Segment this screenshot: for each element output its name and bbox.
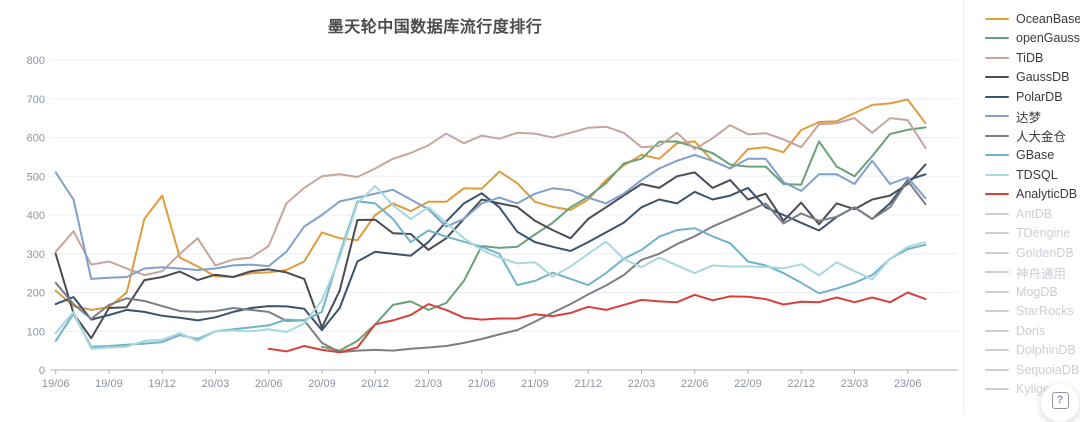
legend-swatch (985, 368, 1009, 371)
legend-label: GoldenDB (1016, 245, 1074, 260)
svg-text:500: 500 (27, 171, 45, 183)
legend-item-人大金仓[interactable]: 人大金仓 (964, 126, 1080, 146)
legend-swatch (985, 388, 1009, 391)
svg-text:200: 200 (27, 288, 45, 300)
legend-item-MogDB[interactable]: MogDB (964, 282, 1080, 302)
legend-swatch (985, 212, 1009, 215)
chart-container: 0 100 200 300 400 500 600 700 800 19/06 19/09 19/12… (27, 19, 958, 390)
svg-text:800: 800 (27, 55, 45, 67)
legend-swatch (985, 349, 1009, 352)
svg-text:20/09: 20/09 (308, 378, 336, 390)
legend-swatch (985, 251, 1009, 254)
legend-item-TDengine[interactable]: TDengine (964, 224, 1080, 244)
legend-swatch (985, 95, 1009, 98)
legend-label: MogDB (1016, 284, 1058, 299)
series-line-GBase (54, 200, 927, 348)
legend-item-openGauss[interactable]: openGauss (964, 29, 1080, 49)
legend-swatch (985, 173, 1009, 176)
legend-label: 人大金仓 (1016, 130, 1067, 145)
svg-text:19/12: 19/12 (148, 378, 176, 390)
legend-item-StarRocks[interactable]: StarRocks (964, 302, 1080, 322)
svg-text:100: 100 (27, 326, 45, 338)
legend-swatch (985, 37, 1009, 40)
legend-item-GaussDB[interactable]: GaussDB (964, 68, 1080, 88)
legend-label: AnalyticDB (1016, 187, 1078, 202)
legend-label: GaussDB (1016, 70, 1070, 85)
svg-text:20/06: 20/06 (255, 378, 283, 390)
legend-swatch (985, 115, 1009, 118)
svg-text:22/06: 22/06 (681, 378, 709, 390)
svg-text:19/06: 19/06 (42, 378, 70, 390)
legend-label: OceanBase (1016, 11, 1080, 26)
legend-swatch (985, 310, 1009, 313)
svg-text:400: 400 (27, 210, 45, 222)
svg-text:300: 300 (27, 249, 45, 261)
svg-text:22/03: 22/03 (628, 378, 656, 390)
legend-label: TiDB (1016, 50, 1044, 65)
svg-text:600: 600 (27, 133, 45, 145)
legend-swatch (985, 134, 1009, 137)
svg-text:20/12: 20/12 (361, 378, 389, 390)
line-chart: 0 100 200 300 400 500 600 700 800 19/06 19/09 19/12… (27, 55, 958, 390)
legend-item-SequoiaDB[interactable]: SequoiaDB (964, 360, 1080, 380)
legend-label: GBase (1016, 148, 1055, 163)
legend-swatch (985, 76, 1009, 79)
legend-label: DolphinDB (1016, 343, 1076, 358)
series-line-TiDB (54, 117, 927, 277)
series-line-PolarDB (54, 173, 927, 332)
help-button[interactable]: ? (1041, 384, 1079, 422)
series-line-达梦 (54, 153, 927, 280)
series-line-OceanBase (54, 98, 927, 311)
legend-swatch (985, 154, 1009, 157)
legend-item-达梦[interactable]: 达梦 (964, 107, 1080, 127)
legend-label: 达梦 (1016, 110, 1042, 125)
legend-item-PolarDB[interactable]: PolarDB (964, 87, 1080, 107)
svg-text:21/09: 21/09 (521, 378, 549, 390)
legend-item-神舟通用[interactable]: 神舟通用 (964, 263, 1080, 283)
legend-label: SequoiaDB (1016, 362, 1080, 377)
chart-title: 墨天轮中国数据库流行度排行 (327, 19, 543, 36)
series-line-人大金仓 (54, 179, 927, 354)
legend: OceanBase openGauss TiDB GaussDB PolarDB 达梦人大… (963, 0, 1080, 414)
legend-swatch (985, 232, 1009, 235)
legend-label: 神舟通用 (1016, 266, 1067, 281)
legend-item-DolphinDB[interactable]: DolphinDB (964, 341, 1080, 361)
svg-text:21/12: 21/12 (574, 378, 602, 390)
legend-swatch (985, 56, 1009, 59)
question-mark-icon: ? (1051, 391, 1069, 409)
legend-item-TDSQL[interactable]: TDSQL (964, 165, 1080, 185)
svg-text:22/09: 22/09 (734, 378, 762, 390)
svg-text:22/12: 22/12 (787, 378, 815, 390)
series-line-TDSQL (54, 184, 927, 350)
svg-text:23/06: 23/06 (894, 378, 922, 390)
series-line-openGauss (320, 126, 927, 352)
legend-swatch (985, 193, 1009, 196)
legend-item-AntDB[interactable]: AntDB (964, 204, 1080, 224)
legend-swatch (985, 329, 1009, 332)
legend-item-TiDB[interactable]: TiDB (964, 48, 1080, 68)
legend-label: StarRocks (1016, 304, 1074, 319)
svg-text:21/06: 21/06 (468, 378, 496, 390)
svg-text:0: 0 (39, 365, 45, 377)
legend-item-GoldenDB[interactable]: GoldenDB (964, 243, 1080, 263)
legend-label: AntDB (1016, 206, 1053, 221)
svg-text:700: 700 (27, 94, 45, 106)
legend-swatch (985, 290, 1009, 293)
legend-swatch (985, 271, 1009, 274)
legend-label: PolarDB (1016, 89, 1063, 104)
legend-swatch (985, 17, 1009, 20)
svg-text:23/03: 23/03 (841, 378, 869, 390)
legend-label: Doris (1016, 323, 1046, 338)
series-line-AnalyticDB (267, 291, 927, 354)
legend-item-OceanBase[interactable]: OceanBase (964, 9, 1080, 29)
legend-item-Doris[interactable]: Doris (964, 321, 1080, 341)
svg-text:19/09: 19/09 (95, 378, 123, 390)
legend-item-AnalyticDB[interactable]: AnalyticDB (964, 185, 1080, 205)
legend-label: openGauss (1016, 31, 1080, 46)
legend-label: TDengine (1016, 226, 1071, 241)
legend-item-GBase[interactable]: GBase (964, 146, 1080, 166)
svg-text:20/03: 20/03 (202, 378, 230, 390)
svg-text:21/03: 21/03 (415, 378, 443, 390)
legend-label: TDSQL (1016, 167, 1058, 182)
